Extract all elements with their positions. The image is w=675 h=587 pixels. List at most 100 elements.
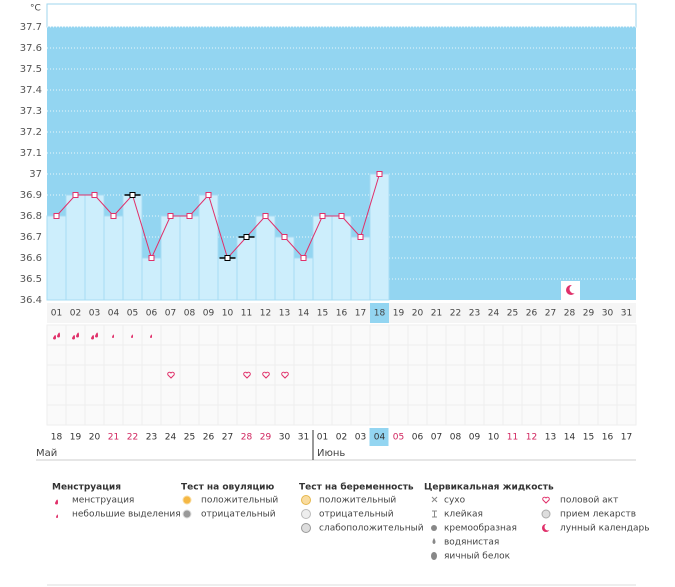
month-label: Июнь <box>317 448 345 459</box>
date-label: 17 <box>621 433 632 443</box>
y-tick-label: 37.4 <box>20 85 42 96</box>
legend-item: положительный <box>319 496 396 506</box>
date-label: 06 <box>412 433 424 443</box>
temp-point <box>376 171 383 177</box>
date-label: 26 <box>203 433 215 443</box>
x-tick-label: 26 <box>526 309 538 319</box>
temp-column <box>255 215 276 301</box>
x-tick-label: 19 <box>393 309 405 319</box>
x-tick-label: 15 <box>317 309 328 319</box>
x-tick-label: 12 <box>260 309 271 319</box>
temp-column <box>65 194 86 301</box>
legend-item: отрицательный <box>201 510 276 520</box>
date-label: 08 <box>450 433 462 443</box>
x-tick-label: 22 <box>450 309 461 319</box>
heart-icons <box>167 371 289 379</box>
temp-point <box>91 192 98 198</box>
menstruation-icons <box>53 332 152 340</box>
legend-item: сухо <box>444 496 466 506</box>
date-label: 09 <box>469 433 481 443</box>
temp-point <box>148 255 155 261</box>
date-label: 07 <box>431 433 442 443</box>
x-tick-label: 18 <box>374 309 386 319</box>
x-tick-label: 16 <box>336 309 348 319</box>
temp-column <box>236 236 257 301</box>
date-label: 13 <box>545 433 556 443</box>
date-label: 20 <box>89 433 101 443</box>
y-tick-label: 37.7 <box>20 22 42 33</box>
x-tick-label: 07 <box>165 309 176 319</box>
temp-column <box>369 173 390 301</box>
legend-item: слабоположительный <box>319 524 424 534</box>
date-label: 28 <box>241 433 253 443</box>
y-tick-label: 37.1 <box>20 148 42 159</box>
day-row <box>47 303 636 323</box>
y-unit: °C <box>30 4 41 14</box>
date-label: 19 <box>70 433 82 443</box>
legend-item: отрицательный <box>319 510 394 520</box>
temp-column <box>331 215 352 301</box>
temp-point <box>224 255 231 261</box>
x-tick-label: 20 <box>412 309 424 319</box>
top-strip <box>46 3 637 28</box>
temp-column <box>274 236 295 301</box>
temp-point <box>205 192 212 198</box>
date-label: 18 <box>51 433 63 443</box>
date-label: 15 <box>583 433 594 443</box>
legend-item: водянистая <box>444 538 499 548</box>
x-tick-label: 24 <box>488 309 500 319</box>
temp-point <box>281 234 288 240</box>
date-label: 14 <box>564 433 576 443</box>
y-tick-label: 37.5 <box>20 64 42 75</box>
x-tick-label: 13 <box>279 309 290 319</box>
date-label: 02 <box>336 433 347 443</box>
date-label: 22 <box>127 433 138 443</box>
date-label: 05 <box>393 433 404 443</box>
y-tick-label: 36.6 <box>20 253 42 264</box>
x-tick-label: 02 <box>70 309 81 319</box>
event-grid <box>46 324 637 426</box>
temp-point <box>357 234 364 240</box>
month-label: Май <box>36 448 57 459</box>
x-tick-label: 05 <box>127 309 138 319</box>
legend-icons <box>55 495 552 560</box>
y-tick-label: 37.2 <box>20 127 42 138</box>
temp-point <box>167 213 174 219</box>
date-label: 04 <box>374 433 386 443</box>
temp-column <box>350 236 371 301</box>
event-columns <box>46 325 618 425</box>
date-label: 10 <box>488 433 500 443</box>
temp-line <box>56 173 380 260</box>
temp-point <box>262 213 269 219</box>
highlight-date <box>369 428 389 446</box>
legend-item: прием лекарств <box>560 510 636 520</box>
temp-column <box>141 257 162 301</box>
legend-item: клейкая <box>444 510 483 520</box>
temp-column <box>198 194 219 301</box>
temp-point <box>338 213 345 219</box>
temp-point <box>129 192 136 198</box>
x-tick-label: 03 <box>89 309 100 319</box>
x-tick-label: 08 <box>184 309 196 319</box>
y-tick-label: 36.7 <box>20 232 42 243</box>
legend-item: кремообразная <box>444 524 517 534</box>
date-label: 23 <box>146 433 157 443</box>
x-tick-label: 25 <box>507 309 518 319</box>
x-tick-label: 27 <box>545 309 556 319</box>
y-tick-label: 36.9 <box>20 190 42 201</box>
x-tick-label: 06 <box>146 309 158 319</box>
temp-column <box>179 215 200 301</box>
temp-column <box>103 215 124 301</box>
x-tick-label: 04 <box>108 309 120 319</box>
temp-column <box>84 194 105 301</box>
date-label: 25 <box>184 433 195 443</box>
date-label: 01 <box>317 433 328 443</box>
temp-point <box>243 234 250 240</box>
legend-item: лунный календарь <box>560 524 650 534</box>
legend-item: менструация <box>72 496 134 506</box>
date-label: 16 <box>602 433 614 443</box>
temp-point <box>53 213 60 219</box>
temp-column <box>293 257 314 301</box>
x-tick-label: 11 <box>241 309 252 319</box>
